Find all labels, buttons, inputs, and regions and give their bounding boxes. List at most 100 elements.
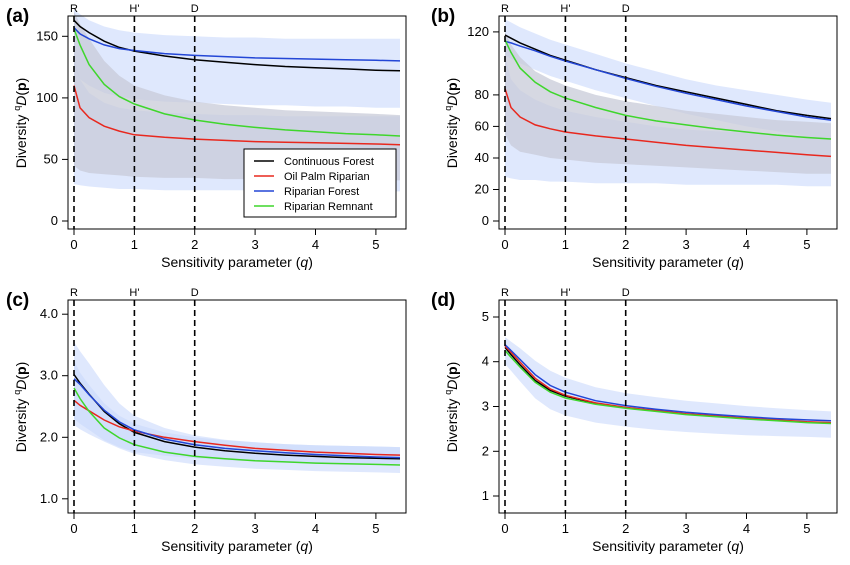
- panel-letter: (a): [6, 6, 29, 27]
- ci-bands: [74, 341, 400, 473]
- y-axis-title: Diversity qD(p): [443, 362, 460, 453]
- plot-frame: [67, 299, 407, 514]
- y-tick-label: 2: [482, 443, 489, 458]
- x-tick-label: 4: [743, 237, 750, 252]
- legend-label: Continuous Forest: [284, 156, 374, 168]
- legend-item-continuous-forest: Continuous Forest: [254, 156, 374, 168]
- x-tick-label: 2: [191, 237, 198, 252]
- ci-bands: [505, 19, 831, 187]
- reference-label: H': [560, 3, 570, 15]
- y-tick-label: 5: [482, 309, 489, 324]
- confidence-band: [505, 337, 831, 438]
- reference-lines: [504, 16, 627, 229]
- x-tick-label: 4: [312, 237, 319, 252]
- panel-letter: (b): [431, 6, 455, 27]
- y-tick-label: 20: [475, 182, 489, 197]
- x-tick-label: 0: [501, 237, 508, 252]
- x-axis-ticks: 0 1 2 3 4 5: [70, 513, 380, 536]
- x-axis-title: Sensitivity parameter (q): [592, 254, 744, 270]
- y-tick-label: 1: [482, 488, 489, 503]
- y-axis-title: Diversity qD(p): [12, 78, 29, 169]
- x-tick-label: 5: [803, 521, 810, 536]
- reference-label: R: [501, 3, 509, 15]
- x-tick-label: 1: [131, 521, 138, 536]
- reference-label: R: [70, 287, 78, 299]
- x-tick-label: 3: [682, 237, 689, 252]
- x-axis-title: Sensitivity parameter (q): [161, 538, 313, 554]
- y-tick-label: 1.0: [40, 491, 58, 506]
- x-tick-label: 4: [743, 521, 750, 536]
- legend-label: Riparian Remnant: [284, 201, 373, 213]
- y-tick-label: 3.0: [40, 368, 58, 383]
- y-axis-title: Diversity qD(p): [12, 362, 29, 453]
- panel-d: (d) 0 1 2 3 4 5 1 2 3 4 5 R H' D Sensitivity parame…: [431, 287, 838, 554]
- x-tick-label: 0: [70, 237, 77, 252]
- plot-frame: [67, 15, 407, 230]
- y-tick-label: 4: [482, 354, 489, 369]
- series-line: [73, 27, 401, 62]
- y-tick-label: 120: [467, 24, 489, 39]
- y-tick-label: 100: [36, 90, 58, 105]
- x-tick-label: 3: [251, 237, 258, 252]
- y-tick-label: 3: [482, 399, 489, 414]
- y-tick-label: 40: [475, 150, 489, 165]
- reference-label: R: [70, 3, 78, 15]
- reference-labels: R H' D: [501, 3, 630, 15]
- reference-lines: [73, 300, 196, 513]
- legend: Continuous Forest Oil Palm Riparian Ripa…: [243, 148, 397, 218]
- y-axis-ticks: 0 20 40 60 80 120: [467, 24, 499, 228]
- x-axis-title: Sensitivity parameter (q): [592, 538, 744, 554]
- x-tick-label: 5: [372, 237, 379, 252]
- series-line: [73, 387, 401, 466]
- reference-label: D: [622, 3, 630, 15]
- x-axis-title: Sensitivity parameter (q): [161, 254, 313, 270]
- reference-labels: R H' D: [70, 287, 199, 299]
- x-tick-label: 2: [622, 237, 629, 252]
- x-tick-label: 0: [501, 521, 508, 536]
- x-tick-label: 5: [803, 237, 810, 252]
- x-tick-label: 3: [251, 521, 258, 536]
- reference-label: H': [129, 3, 139, 15]
- legend-label: Riparian Forest: [284, 186, 359, 198]
- x-axis-ticks: 0 1 2 3 4 5: [501, 229, 811, 252]
- panel-letter: (d): [431, 290, 455, 311]
- x-axis-ticks: 0 1 2 3 4 5: [501, 513, 811, 536]
- ci-bands: [505, 337, 831, 438]
- y-tick-label: 0: [482, 213, 489, 228]
- confidence-band: [74, 11, 400, 181]
- series-line: [504, 39, 832, 140]
- legend-item-riparian-forest: Riparian Forest: [254, 186, 359, 198]
- y-tick-label: 4.0: [40, 306, 58, 321]
- reference-labels: R H' D: [70, 3, 199, 15]
- x-tick-label: 0: [70, 521, 77, 536]
- y-tick-label: 2.0: [40, 429, 58, 444]
- reference-label: H': [129, 287, 139, 299]
- y-axis-ticks: 1.0 2.0 3.0 4.0: [40, 306, 68, 506]
- y-axis-ticks: 0 50 100 150: [36, 28, 68, 228]
- reference-labels: R H' D: [501, 287, 630, 299]
- confidence-band: [505, 31, 831, 174]
- confidence-band: [74, 360, 400, 464]
- x-tick-label: 3: [682, 521, 689, 536]
- panel-a: (a) 0 1 2 3 4 5 0 50 100 150 R H' D Sensitivity pa…: [6, 3, 407, 270]
- legend-item-riparian-remnant: Riparian Remnant: [254, 201, 373, 213]
- panel-b: (b) 0 1 2 3 4 5 0 20 40 60 80 120 R H' D Sensitivity…: [431, 3, 838, 270]
- series-line: [504, 350, 832, 425]
- reference-label: D: [191, 287, 199, 299]
- x-tick-label: 5: [372, 521, 379, 536]
- x-tick-label: 4: [312, 521, 319, 536]
- panel-c: (c) 0 1 2 3 4 5 1.0 2.0 3.0 4.0 R H' D Sensitivity…: [6, 287, 407, 554]
- reference-label: H': [560, 287, 570, 299]
- legend-label: Oil Palm Riparian: [284, 171, 370, 183]
- x-tick-label: 1: [562, 521, 569, 536]
- plot-frame: [498, 15, 838, 230]
- x-axis-ticks: 0 1 2 3 4 5: [70, 229, 380, 252]
- y-axis-ticks: 1 2 3 4 5: [482, 309, 499, 503]
- y-tick-label: 50: [44, 151, 58, 166]
- confidence-band: [505, 19, 831, 139]
- x-tick-label: 2: [191, 521, 198, 536]
- panel-letter: (c): [6, 290, 29, 311]
- y-tick-label: 80: [475, 87, 489, 102]
- y-tick-label: 60: [475, 118, 489, 133]
